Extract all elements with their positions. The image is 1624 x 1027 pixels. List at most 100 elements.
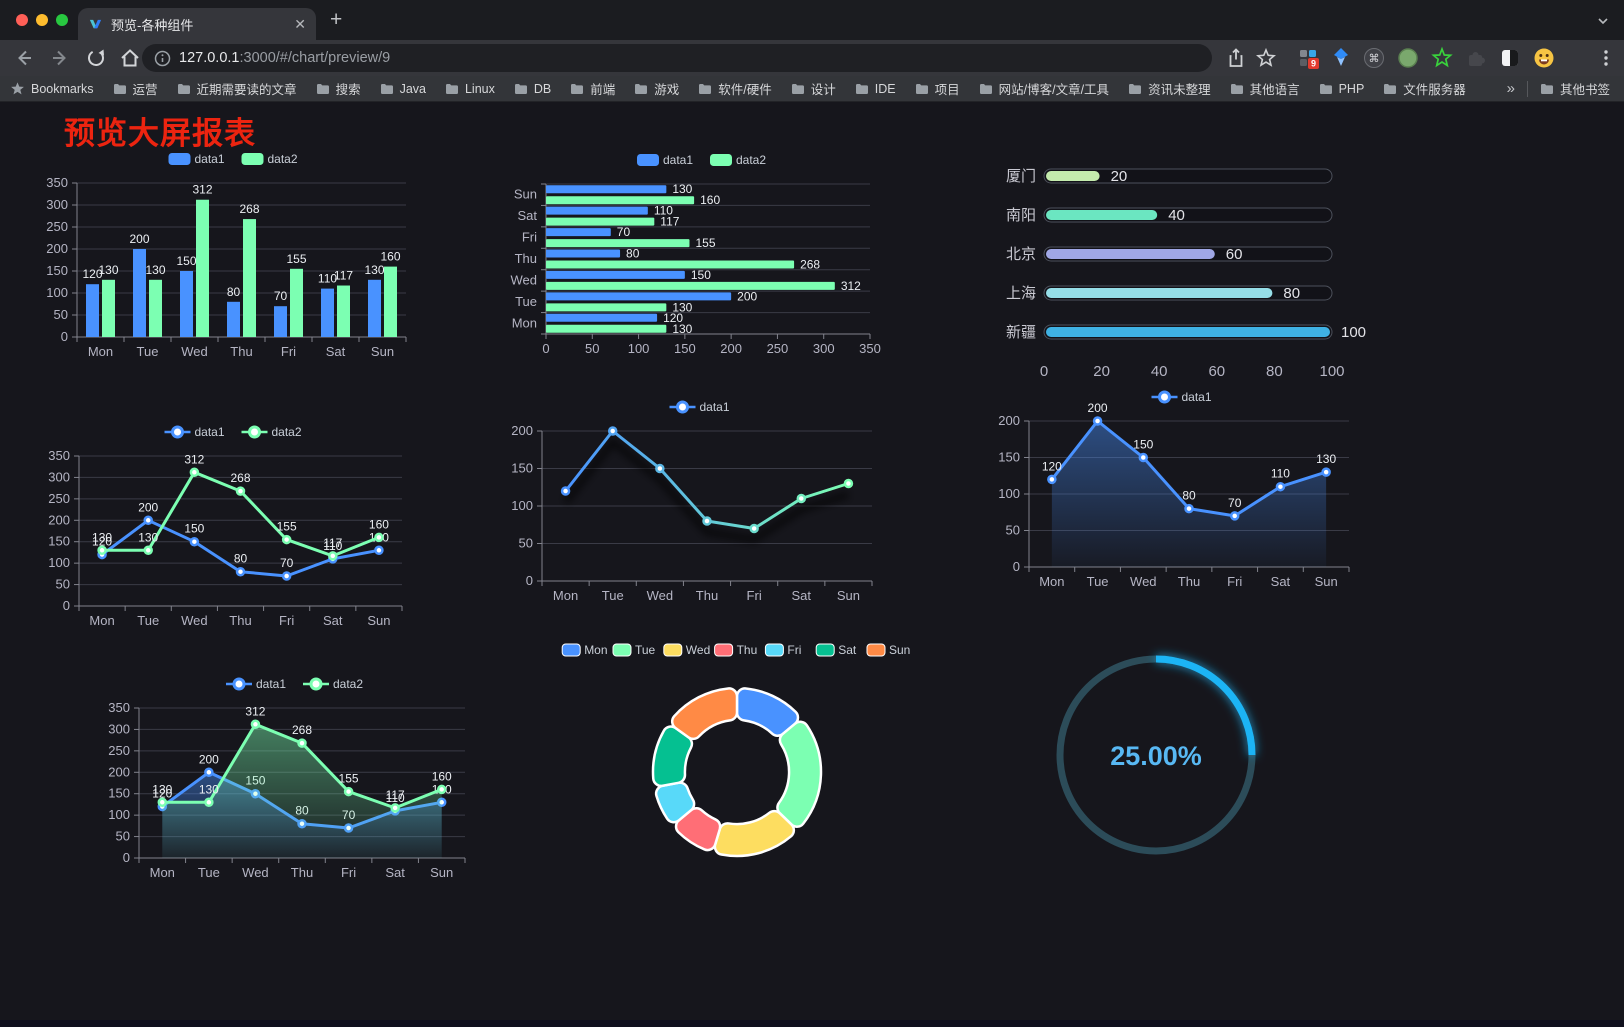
extension-grid-icon[interactable]: 9 [1296,46,1320,75]
svg-text:0: 0 [1013,559,1020,574]
svg-text:Mon: Mon [1039,574,1064,589]
bookmark-label: 网站/博客/文章/工具 [998,83,1110,97]
chart-progress-bars[interactable]: 厦门 20 南阳 40 北京 60 上海 80 新疆 100 0 20 40 60 80 100 [992,152,1372,387]
svg-text:20: 20 [1111,168,1128,185]
svg-text:350: 350 [46,175,68,190]
svg-text:Tue: Tue [137,613,159,628]
browser-menu-icon[interactable] [1596,46,1616,70]
svg-text:155: 155 [695,236,715,250]
svg-text:Thu: Thu [229,613,251,628]
bookmark-folder-item[interactable]: 软件/硬件 [698,79,772,98]
bookmark-label: 搜索 [335,83,361,97]
svg-text:312: 312 [245,704,265,718]
bookmarks-manager-item[interactable]: Bookmarks [10,81,94,96]
chart-gauge[interactable]: 25.00% [1046,643,1266,870]
bookmark-folder-item[interactable]: 搜索 [316,79,361,98]
bookmark-folder-item[interactable]: PHP [1319,82,1364,96]
bookmark-folder-item[interactable]: 文件服务器 [1383,79,1466,98]
back-icon[interactable] [12,46,36,70]
new-tab-button[interactable]: + [330,8,343,31]
maximize-window-button[interactable] [56,14,68,26]
svg-text:Sat: Sat [1271,574,1291,589]
bookmarks-label: Bookmarks [31,81,94,96]
svg-text:data2: data2 [736,153,766,167]
svg-text:100: 100 [1319,363,1344,380]
folder-icon [1319,83,1332,94]
svg-text:150: 150 [108,786,130,801]
tab-preview[interactable]: 预览-各种组件 ✕ [78,8,316,40]
bar-horizontal-canvas: data1 data2 0 50 100 150 200 250 300 350 Mon Tue Wed… [511,153,881,356]
bookmark-label: 近期需要读的文章 [196,83,297,97]
bookmarks-overflow-chevron[interactable]: » [1506,80,1515,97]
svg-text:70: 70 [617,225,631,239]
forward-icon[interactable] [48,46,72,70]
svg-text:data1: data1 [195,152,225,166]
tab-close-icon[interactable]: ✕ [294,15,306,32]
svg-text:50: 50 [116,829,130,844]
address-bar[interactable]: 127.0.0.1:3000/#/chart/preview/9 [142,44,1212,72]
extension-kite-icon[interactable] [1330,46,1352,75]
chart-line-gradient[interactable]: data1 0 50 100 150 200 Mon Tue Wed Thu Fri Sat Sun [498,393,890,611]
svg-text:120: 120 [82,267,102,281]
svg-text:40: 40 [1168,207,1185,224]
bookmark-folder-item[interactable]: 近期需要读的文章 [177,79,297,98]
emoji-extension-icon[interactable] [1532,46,1556,75]
chart-donut[interactable]: Mon Tue Wed Thu Fri Sat Sun [545,630,935,870]
svg-text:Fri: Fri [281,344,296,359]
svg-text:Fri: Fri [522,230,537,245]
chart-line-two-series[interactable]: data1 data2 0 50 100 150 200 250 300 350 Mon Tue Wed… [35,418,420,636]
extension-command-icon[interactable]: ⌘ [1362,46,1386,75]
svg-text:130: 130 [145,263,165,277]
bookmark-star-icon[interactable] [1254,46,1278,70]
page-title: 预览大屏报表 [64,116,256,151]
svg-text:0: 0 [526,573,533,588]
svg-text:Mon: Mon [150,865,175,880]
svg-text:Wed: Wed [1130,574,1157,589]
other-bookmarks-folder[interactable]: 其他书签 [1540,79,1610,98]
extension-green-star-icon[interactable] [1430,46,1454,75]
bookmark-folder-item[interactable]: DB [514,82,551,96]
home-icon[interactable] [118,46,142,70]
svg-text:Mon: Mon [512,315,537,330]
minimize-window-button[interactable] [36,14,48,26]
dark-mode-toggle-icon[interactable] [1498,46,1522,75]
site-info-icon[interactable] [154,50,171,67]
extension-green-dot-icon[interactable] [1396,46,1420,75]
chart-bar-grouped[interactable]: data1 data2 0 50 100 150 200 250 300 350 Mon Tue Wed… [35,145,420,367]
close-window-button[interactable] [16,14,28,26]
folder-icon [791,83,804,94]
svg-text:160: 160 [700,193,720,207]
bookmark-folder-item[interactable]: 前端 [570,79,615,98]
bookmark-folder-item[interactable]: Linux [445,82,495,96]
svg-text:Tue: Tue [198,865,220,880]
svg-text:160: 160 [380,250,400,264]
bookmark-folder-item[interactable]: 设计 [791,79,836,98]
svg-text:312: 312 [192,183,212,197]
svg-text:150: 150 [176,254,196,268]
bookmark-folder-item[interactable]: 项目 [915,79,960,98]
extension-puzzle-icon[interactable] [1464,46,1488,75]
share-icon[interactable] [1224,46,1248,70]
bookmark-folder-item[interactable]: Java [380,82,426,96]
bookmark-folder-item[interactable]: 其他语言 [1230,79,1300,98]
svg-text:北京: 北京 [1006,246,1036,263]
bookmark-folder-item[interactable]: 网站/博客/文章/工具 [979,79,1109,98]
svg-text:Sat: Sat [326,344,346,359]
svg-text:25.00%: 25.00% [1110,741,1202,771]
bookmark-label: IDE [874,81,896,96]
svg-text:250: 250 [46,219,68,234]
bookmark-folder-item[interactable]: 运营 [113,79,158,98]
svg-text:130: 130 [199,782,219,796]
reload-icon[interactable] [84,46,108,70]
bookmarks-bar: Bookmarks 运营 近期需要读的文章 搜索 Java Linux DB 前端 游戏 软件/… [0,76,1624,102]
bookmark-label: 游戏 [654,83,680,97]
tab-search-chevron-icon[interactable] [1596,14,1610,28]
star-icon [11,82,24,95]
chart-line-area-two[interactable]: data1 data2 0 50 100 150 200 250 300 350 Mon Tue Wed… [95,670,483,888]
chart-bar-horizontal[interactable]: data1 data2 0 50 100 150 200 250 300 350 Mon Tue Wed… [500,146,892,364]
chart-line-area[interactable]: data1 0 50 100 150 200 Mon Tue Wed Thu Fri Sat Sun 12… [985,383,1367,597]
bookmark-folder-item[interactable]: 游戏 [634,79,679,98]
bookmark-folder-item[interactable]: 资讯未整理 [1128,79,1211,98]
bookmark-folder-item[interactable]: IDE [855,82,896,96]
svg-text:200: 200 [1088,401,1108,415]
